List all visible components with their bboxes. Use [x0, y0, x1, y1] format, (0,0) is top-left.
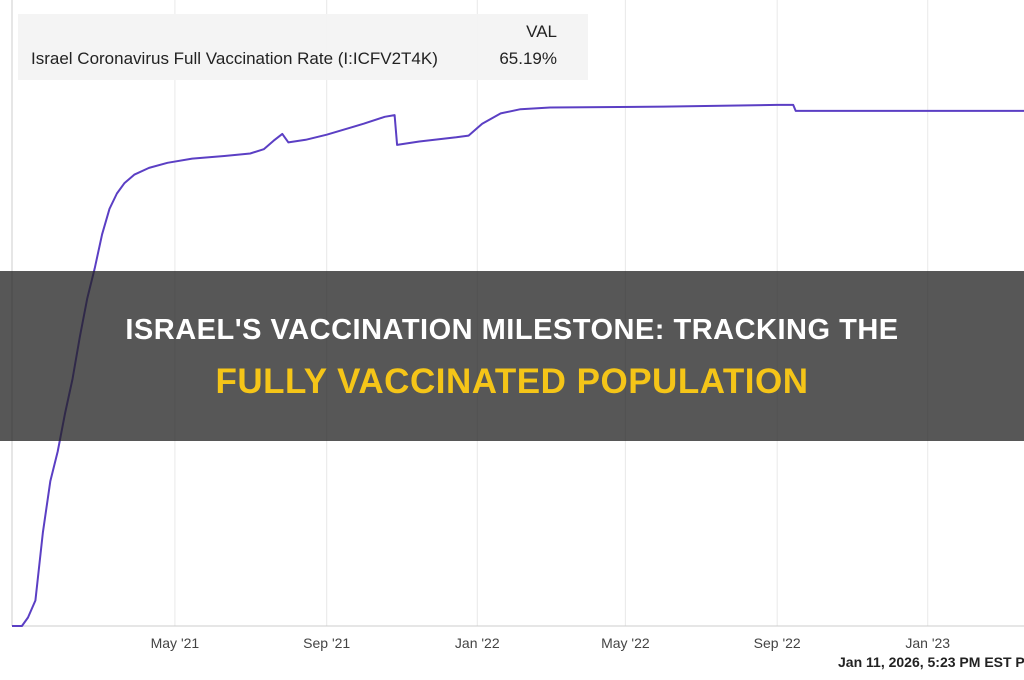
- legend-series-value: 65.19%: [499, 49, 557, 68]
- x-tick-label: Jan '23: [905, 635, 950, 651]
- legend: VAL Israel Coronavirus Full Vaccination …: [18, 14, 588, 80]
- x-tick-label: Jan '22: [455, 635, 500, 651]
- x-tick-label: Sep '21: [303, 635, 350, 651]
- legend-series-label: Israel Coronavirus Full Vaccination Rate…: [31, 49, 438, 68]
- timestamp-footer: Jan 11, 2026, 5:23 PM EST Po: [838, 654, 1024, 670]
- x-tick-label: May '22: [601, 635, 650, 651]
- x-tick-label: Sep '22: [754, 635, 801, 651]
- x-tick-label: May '21: [151, 635, 200, 651]
- banner-title-line1: ISRAEL'S VACCINATION MILESTONE: TRACKING…: [125, 314, 899, 346]
- banner-title-line2: FULLY VACCINATED POPULATION: [215, 362, 809, 401]
- title-banner: ISRAEL'S VACCINATION MILESTONE: TRACKING…: [0, 271, 1024, 441]
- legend-value-header: VAL: [526, 22, 557, 41]
- x-axis-ticks: May '21 Sep '21 Jan '22 May '22 Sep '22 Jan '…: [151, 635, 951, 651]
